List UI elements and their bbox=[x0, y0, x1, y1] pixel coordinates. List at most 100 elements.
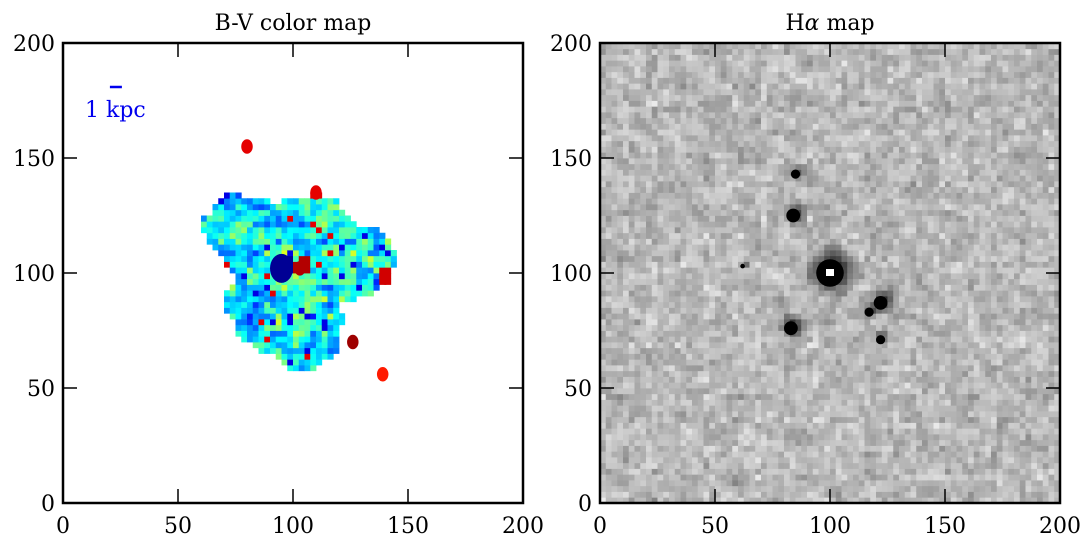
ha-pixel bbox=[778, 491, 785, 498]
ha-pixel bbox=[674, 319, 681, 326]
bv-pixel bbox=[287, 353, 294, 360]
ha-pixel bbox=[715, 457, 722, 464]
ha-pixel bbox=[646, 485, 653, 492]
ha-pixel bbox=[899, 319, 906, 326]
ha-pixel bbox=[858, 129, 865, 136]
ha-pixel bbox=[876, 324, 883, 331]
ha-pixel bbox=[789, 342, 796, 349]
ha-pixel bbox=[887, 261, 894, 268]
ha-pixel bbox=[657, 284, 664, 291]
ha-pixel bbox=[772, 129, 779, 136]
ha-pixel bbox=[726, 370, 733, 377]
ha-pixel bbox=[697, 232, 704, 239]
ha-pixel bbox=[795, 278, 802, 285]
ha-pixel bbox=[772, 71, 779, 78]
ha-pixel bbox=[853, 347, 860, 354]
ha-pixel bbox=[853, 376, 860, 383]
bv-pixel bbox=[385, 255, 392, 262]
ha-pixel bbox=[893, 468, 900, 475]
ha-pixel bbox=[858, 175, 865, 182]
ha-pixel bbox=[686, 451, 693, 458]
bv-pixel bbox=[310, 255, 317, 262]
ha-pixel bbox=[749, 255, 756, 262]
bv-pixel bbox=[229, 232, 236, 239]
ha-pixel bbox=[807, 370, 814, 377]
bv-pixel bbox=[293, 365, 300, 372]
ha-pixel bbox=[646, 336, 653, 343]
ha-pixel bbox=[634, 273, 641, 280]
ha-pixel bbox=[743, 43, 750, 50]
ha-pixel bbox=[628, 221, 635, 228]
ha-pixel bbox=[772, 347, 779, 354]
ha-pixel bbox=[772, 267, 779, 274]
ha-pixel bbox=[680, 324, 687, 331]
ha-pixel bbox=[646, 411, 653, 418]
bv-pixel bbox=[298, 313, 305, 320]
ha-pixel bbox=[830, 209, 837, 216]
ha-pixel bbox=[674, 480, 681, 487]
ha-pixel bbox=[864, 416, 871, 423]
ha-pixel bbox=[801, 405, 808, 412]
ha-pixel bbox=[646, 123, 653, 130]
ha-pixel bbox=[784, 451, 791, 458]
ha-pixel bbox=[692, 411, 699, 418]
ha-pixel bbox=[755, 336, 762, 343]
ha-pixel bbox=[870, 439, 877, 446]
ha-pixel bbox=[824, 146, 831, 153]
ha-pixel bbox=[795, 457, 802, 464]
ha-pixel bbox=[858, 163, 865, 170]
ha-pixel bbox=[807, 48, 814, 55]
bv-pixel bbox=[281, 319, 288, 326]
ha-pixel bbox=[697, 474, 704, 481]
ha-pixel bbox=[841, 129, 848, 136]
ha-pixel bbox=[697, 169, 704, 176]
ha-pixel bbox=[887, 54, 894, 61]
ha-pixel bbox=[899, 296, 906, 303]
bv-pixel bbox=[321, 324, 328, 331]
ha-pixel bbox=[835, 94, 842, 101]
ha-pixel bbox=[876, 158, 883, 165]
ha-pixel bbox=[657, 255, 664, 262]
bv-pixel bbox=[247, 261, 254, 268]
bv-pixel bbox=[235, 261, 242, 268]
ha-pixel bbox=[887, 227, 894, 234]
ha-pixel bbox=[870, 273, 877, 280]
ha-pixel bbox=[830, 250, 837, 257]
ha-pixel bbox=[749, 135, 756, 142]
ha-pixel bbox=[864, 244, 871, 251]
ha-pixel bbox=[841, 353, 848, 360]
ha-pixel bbox=[732, 485, 739, 492]
ha-pixel bbox=[651, 399, 658, 406]
ha-pixel bbox=[605, 117, 612, 124]
ha-pixel bbox=[692, 393, 699, 400]
ha-pixel bbox=[887, 393, 894, 400]
ha-pixel bbox=[715, 227, 722, 234]
bv-xtick-label: 100 bbox=[272, 514, 314, 539]
ha-pixel bbox=[703, 290, 710, 297]
ha-pixel bbox=[755, 416, 762, 423]
bv-pixel bbox=[293, 204, 300, 211]
ha-pixel bbox=[887, 468, 894, 475]
ha-pixel bbox=[657, 468, 664, 475]
ha-pixel bbox=[732, 106, 739, 113]
ha-pixel bbox=[893, 342, 900, 349]
ha-pixel bbox=[812, 422, 819, 429]
ha-pixel bbox=[692, 117, 699, 124]
bv-pixel bbox=[293, 301, 300, 308]
ha-pixel bbox=[743, 468, 750, 475]
ha-pixel bbox=[812, 336, 819, 343]
ha-pixel bbox=[692, 129, 699, 136]
ha-pixel bbox=[663, 307, 670, 314]
ha-pixel bbox=[789, 152, 796, 159]
ha-pixel bbox=[634, 370, 641, 377]
ha-pixel bbox=[881, 146, 888, 153]
ha-pixel bbox=[605, 66, 612, 73]
bv-pixel bbox=[298, 290, 305, 297]
ha-pixel bbox=[657, 112, 664, 119]
bv-pixel bbox=[310, 336, 317, 343]
ha-pixel bbox=[766, 439, 773, 446]
ha-pixel bbox=[726, 261, 733, 268]
ha-pixel bbox=[738, 146, 745, 153]
bv-pixel bbox=[316, 278, 323, 285]
ha-pixel bbox=[784, 273, 791, 280]
